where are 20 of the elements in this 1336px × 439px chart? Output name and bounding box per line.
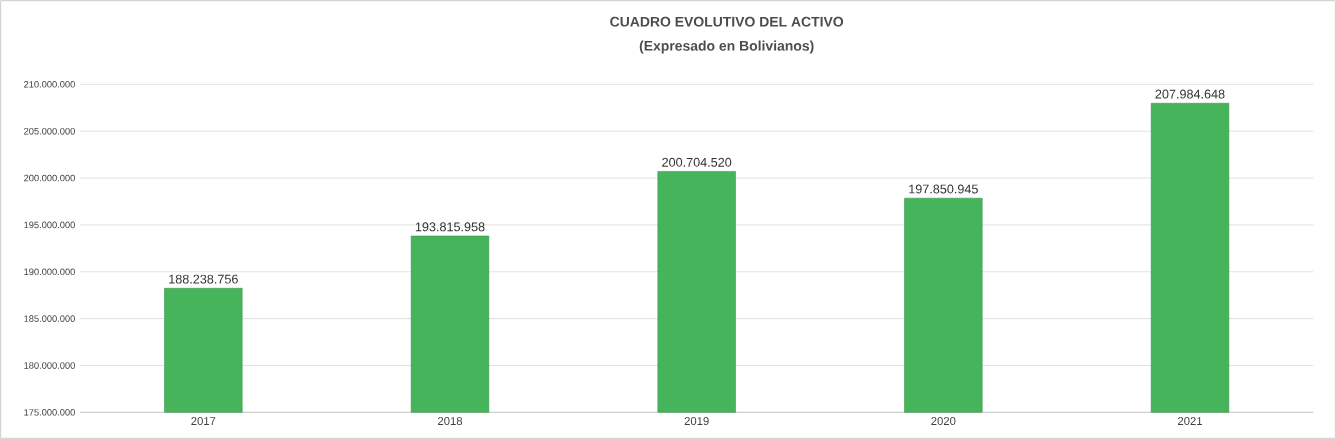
- data-label: 188.238.756: [169, 274, 238, 284]
- x-tick-label: 2020: [931, 417, 956, 426]
- chart-title: CUADRO EVOLUTIVO DEL ACTIVO: [610, 16, 844, 27]
- y-tick-label: 195.000.000: [24, 221, 75, 229]
- y-tick-label: 175.000.000: [24, 409, 75, 416]
- data-label: 197.850.945: [909, 184, 978, 194]
- x-tick-label: 2021: [1178, 417, 1203, 426]
- data-label: 200.704.520: [662, 157, 732, 167]
- y-tick-label: 180.000.000: [24, 362, 75, 369]
- chart-subtitle: (Expresado en Bolivianos): [639, 40, 814, 54]
- x-tick-label: 2017: [191, 417, 216, 426]
- y-tick-label: 200.000.000: [24, 174, 75, 182]
- data-label: 193.815.958: [415, 222, 485, 232]
- y-tick-label: 190.000.000: [24, 268, 75, 276]
- x-tick-label: 2018: [438, 417, 463, 426]
- y-tick-label: 185.000.000: [24, 315, 75, 322]
- x-tick-label: 2019: [684, 417, 709, 426]
- data-label: 207.984.648: [1155, 89, 1225, 99]
- y-tick-label: 210.000.000: [24, 81, 75, 88]
- y-tick-label: 205.000.000: [24, 127, 75, 135]
